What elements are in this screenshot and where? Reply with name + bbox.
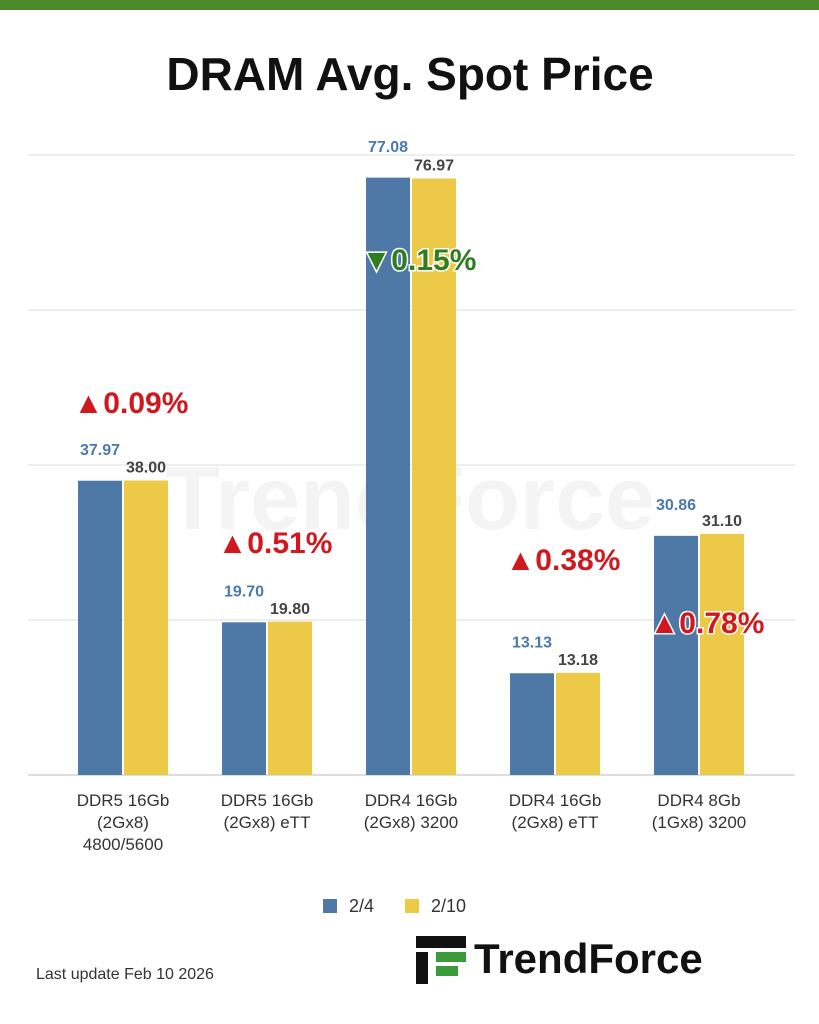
value-label: 31.10 (702, 513, 742, 530)
value-label: 13.13 (512, 634, 552, 651)
bar (412, 178, 456, 776)
x-tick-label: DDR5 16Gb (2Gx8) 4800/5600 (76, 791, 170, 854)
value-label: 19.80 (270, 601, 310, 618)
x-tick-label: DDR5 16Gb (2Gx8) eTT (220, 791, 314, 832)
change-annotation: ▼0.15% (362, 244, 477, 277)
x-tick-label: DDR4 16Gb (2Gx8) 3200 (363, 791, 459, 832)
legend-label: 2/10 (431, 896, 466, 916)
bar (556, 672, 600, 775)
top-band (0, 0, 819, 10)
footnote: Last update Feb 10 2026 (36, 966, 214, 983)
value-label: 30.86 (656, 497, 696, 514)
bar (366, 177, 410, 775)
brand-logo: TrendForce (474, 935, 703, 982)
chart-title: DRAM Avg. Spot Price (166, 48, 653, 100)
value-label: 13.18 (558, 652, 598, 669)
legend-swatch (405, 899, 419, 913)
x-tick-label: DDR4 16Gb (2Gx8) eTT (508, 791, 602, 832)
bar (510, 673, 554, 775)
value-label: 37.97 (80, 442, 120, 459)
bar (78, 480, 122, 775)
bar (654, 535, 698, 775)
value-label: 19.70 (224, 584, 264, 601)
bar (268, 621, 312, 775)
value-label: 38.00 (126, 460, 166, 477)
logo-icon (416, 936, 466, 984)
legend-swatch (323, 899, 337, 913)
legend-label: 2/4 (349, 896, 374, 916)
bar (700, 533, 744, 775)
change-annotation: ▲0.38% (506, 544, 621, 577)
value-label: 76.97 (414, 158, 454, 175)
change-annotation: ▲0.51% (218, 527, 333, 560)
x-tick-label: DDR4 8Gb (1Gx8) 3200 (651, 791, 747, 832)
bar (124, 480, 168, 775)
bar (222, 622, 266, 775)
value-label: 77.08 (368, 139, 408, 156)
change-annotation: ▲0.78% (650, 607, 765, 640)
change-annotation: ▲0.09% (74, 387, 189, 420)
